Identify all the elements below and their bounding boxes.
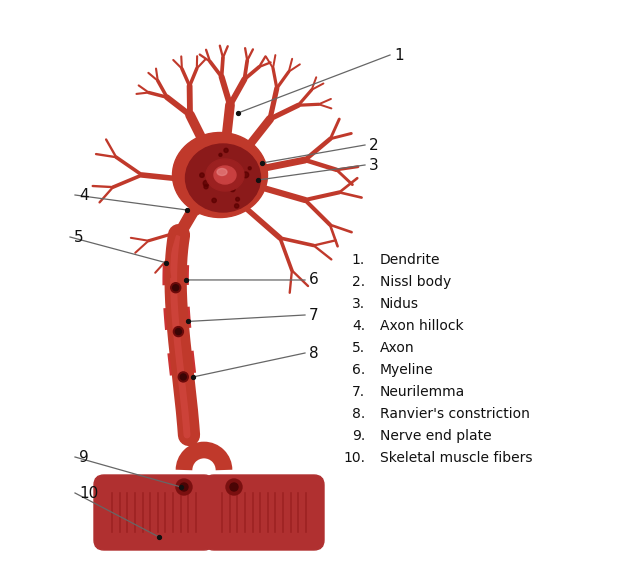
Circle shape [236, 197, 240, 201]
Text: 8.: 8. [352, 407, 365, 421]
Circle shape [200, 173, 204, 178]
FancyBboxPatch shape [204, 475, 324, 550]
Text: 5: 5 [74, 230, 84, 245]
Circle shape [230, 483, 238, 491]
Text: Nerve end plate: Nerve end plate [380, 429, 491, 443]
Circle shape [178, 372, 188, 382]
Text: Skeletal muscle fibers: Skeletal muscle fibers [380, 451, 533, 465]
Text: 7: 7 [309, 307, 319, 323]
Text: Dendrite: Dendrite [380, 253, 441, 267]
Circle shape [180, 374, 187, 380]
Circle shape [249, 167, 251, 170]
Circle shape [243, 172, 249, 178]
Text: Axon hillock: Axon hillock [380, 319, 464, 333]
Ellipse shape [217, 169, 227, 175]
Text: 1: 1 [394, 47, 404, 63]
Text: 1.: 1. [352, 253, 365, 267]
Text: 2.: 2. [352, 275, 365, 289]
Circle shape [217, 161, 220, 165]
Circle shape [204, 185, 208, 189]
Text: 7.: 7. [352, 385, 365, 399]
Circle shape [232, 178, 236, 181]
Text: 8: 8 [309, 346, 319, 360]
Text: 10.: 10. [343, 451, 365, 465]
Circle shape [213, 178, 216, 182]
Text: Myeline: Myeline [380, 363, 434, 377]
Circle shape [180, 483, 188, 491]
Circle shape [219, 153, 222, 156]
Text: Neurilemma: Neurilemma [380, 385, 465, 399]
Text: Ranvier's constriction: Ranvier's constriction [380, 407, 530, 421]
Circle shape [173, 285, 178, 290]
Circle shape [203, 180, 209, 186]
Text: Nidus: Nidus [380, 297, 419, 311]
Text: 3: 3 [369, 157, 379, 173]
Text: 9: 9 [79, 450, 89, 465]
Ellipse shape [206, 159, 244, 191]
Text: 10: 10 [79, 486, 98, 500]
Ellipse shape [214, 166, 236, 184]
Circle shape [224, 148, 228, 152]
Circle shape [175, 329, 182, 334]
Text: Axon: Axon [380, 341, 414, 355]
Circle shape [176, 479, 192, 495]
FancyBboxPatch shape [94, 475, 214, 550]
Circle shape [173, 327, 183, 337]
Circle shape [227, 170, 233, 176]
Text: 6.: 6. [352, 363, 365, 377]
Circle shape [226, 479, 242, 495]
Text: 4: 4 [79, 187, 89, 202]
Text: Nissl body: Nissl body [380, 275, 451, 289]
Circle shape [222, 164, 227, 169]
Ellipse shape [173, 133, 267, 218]
Circle shape [171, 283, 181, 293]
Circle shape [212, 198, 217, 202]
Circle shape [227, 162, 232, 167]
Text: 2: 2 [369, 138, 379, 152]
Circle shape [230, 187, 235, 192]
Text: 9.: 9. [352, 429, 365, 443]
Ellipse shape [185, 144, 260, 212]
Polygon shape [174, 200, 210, 237]
Text: 4.: 4. [352, 319, 365, 333]
Text: 5.: 5. [352, 341, 365, 355]
Circle shape [235, 204, 239, 208]
Circle shape [212, 173, 218, 179]
Text: 3.: 3. [352, 297, 365, 311]
Text: 6: 6 [309, 272, 319, 288]
